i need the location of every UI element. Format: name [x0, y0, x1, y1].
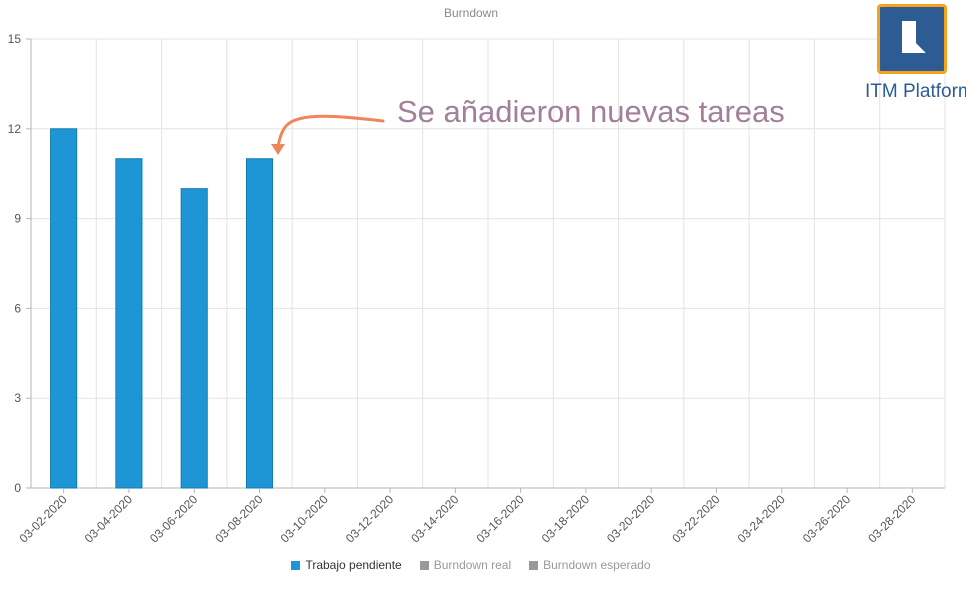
x-tick-label: 03-18-2020: [539, 492, 593, 546]
x-tick-label: 03-14-2020: [408, 492, 462, 546]
chart-legend: Trabajo pendiente Burndown real Burndown…: [0, 558, 942, 572]
annotation-text: Se añadieron nuevas tareas: [397, 94, 785, 129]
logo-text-regular: Platform: [903, 81, 966, 102]
bar: [180, 188, 208, 489]
legend-item-burndown-esperado[interactable]: Burndown esperado: [529, 558, 651, 572]
x-tick-label: 03-24-2020: [735, 492, 789, 546]
x-tick-label: 03-10-2020: [278, 492, 332, 546]
legend-swatch: [419, 560, 429, 570]
legend-label: Trabajo pendiente: [305, 558, 402, 572]
x-tick-label: 03-22-2020: [669, 492, 723, 546]
x-tick-label: 03-16-2020: [473, 492, 527, 546]
x-tick-label: 03-04-2020: [82, 492, 136, 546]
y-tick-label: 12: [8, 122, 22, 136]
x-tick-label: 03-02-2020: [16, 492, 70, 546]
x-tick-label: 03-28-2020: [865, 492, 919, 546]
annotation-arrowhead: [271, 144, 285, 155]
legend-swatch: [529, 560, 539, 570]
y-tick-label: 0: [14, 481, 21, 495]
y-tick-label: 9: [14, 212, 21, 226]
x-tick-label: 03-26-2020: [800, 492, 854, 546]
x-tick-label: 03-20-2020: [604, 492, 658, 546]
bar: [50, 128, 78, 489]
y-tick-label: 3: [14, 391, 21, 405]
bar: [115, 158, 143, 489]
x-tick-label: 03-08-2020: [212, 492, 266, 546]
logo-text-bold: ITM: [865, 81, 898, 102]
y-tick-label: 15: [8, 32, 22, 46]
chart-title: Burndown: [443, 6, 499, 20]
logo-mark-icon: [877, 4, 947, 74]
legend-label: Burndown real: [433, 558, 512, 572]
x-tick-label: 03-06-2020: [147, 492, 201, 546]
y-tick-label: 6: [14, 301, 21, 315]
legend-item-trabajo-pendiente[interactable]: Trabajo pendiente: [291, 558, 402, 572]
logo-text: ITM Platform: [865, 81, 966, 103]
itm-platform-logo: ITM Platform: [862, 4, 966, 104]
annotation-arrow: [276, 114, 385, 150]
legend-swatch: [291, 560, 301, 570]
legend-item-burndown-real[interactable]: Burndown real: [419, 558, 512, 572]
x-tick-label: 03-12-2020: [343, 492, 397, 546]
bar: [245, 158, 274, 489]
legend-label: Burndown esperado: [543, 558, 651, 572]
